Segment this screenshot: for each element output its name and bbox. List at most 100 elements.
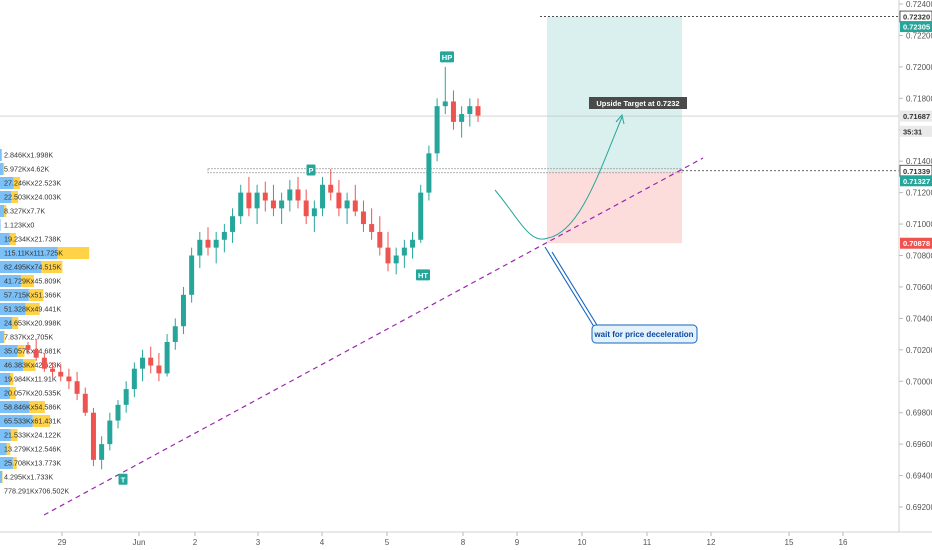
candle-body — [123, 389, 129, 405]
volume-profile-label: 57.715Kx51.366K — [4, 291, 61, 300]
candle-body — [238, 192, 244, 217]
volume-profile-label: 1.123Kx0 — [4, 221, 34, 230]
volume-profile-label: 778.291Kx706.502K — [4, 487, 69, 496]
volume-profile-label: 19.234Kx21.738K — [4, 235, 61, 244]
pivot-label: P — [308, 166, 313, 175]
volume-bar-sell — [29, 401, 45, 413]
time-tick-label: 12 — [707, 538, 716, 547]
candle-body — [33, 349, 39, 358]
time-tick-label: 4 — [320, 538, 325, 547]
target-label-box — [589, 97, 687, 109]
volume-bar-sell — [13, 177, 21, 189]
time-tick-label: 3 — [256, 538, 261, 547]
candle-body — [164, 341, 170, 374]
drawing-lines — [0, 16, 899, 516]
volume-bar-sell — [17, 345, 25, 357]
candle-body — [287, 189, 293, 201]
volume-bar-sell — [41, 261, 63, 273]
time-tick-label: 11 — [643, 538, 652, 547]
position-zones — [547, 16, 682, 244]
callout-pointer — [544, 246, 597, 331]
price-label: 0.70878 — [903, 239, 930, 248]
volume-bar-sell — [12, 457, 17, 469]
price-label: 35:31 — [903, 127, 922, 136]
volume-bar-sell — [2, 163, 5, 175]
candle-body — [25, 345, 31, 350]
volume-bar-buy — [0, 303, 26, 315]
candle-body — [270, 200, 276, 209]
volume-bar-sell — [25, 303, 40, 315]
volume-bar-buy — [0, 289, 29, 301]
volume-bar-buy — [0, 191, 12, 203]
volume-bar-sell — [4, 205, 7, 217]
candle-body — [115, 404, 121, 421]
volume-profile-label: 7.837Kx2.705K — [4, 333, 53, 342]
price-axis[interactable]: 0.724000.722000.720000.718000.716000.714… — [899, 0, 932, 512]
price-label-box — [900, 21, 932, 33]
volume-profile-label: 51.328Kx49.441K — [4, 305, 61, 314]
volume-profile-label: 115.11Kx111.725K — [4, 249, 63, 258]
candle-body — [279, 200, 285, 209]
volume-bar-buy — [0, 261, 42, 273]
time-tick-label: 8 — [461, 538, 466, 547]
candle-body — [401, 247, 407, 256]
candle-body — [262, 192, 268, 201]
candle-body — [442, 101, 448, 107]
time-tick-label: 16 — [839, 538, 848, 547]
volume-profile-label: 27.246Kx22.523K — [4, 179, 61, 188]
price-label: 0.71339 — [903, 167, 930, 176]
price-label: 0.71327 — [903, 177, 930, 186]
projection-curve — [494, 116, 623, 240]
time-tick-label: 9 — [515, 538, 520, 547]
volume-bar-sell — [32, 415, 51, 427]
candle-body — [230, 216, 236, 232]
volume-profile-label: 65.533Kx61.431K — [4, 417, 61, 426]
pivot-label: HP — [442, 53, 452, 62]
time-axis[interactable]: 29 Jun 2 3 4 5 8 9 10 11 12 15 16 — [58, 532, 848, 547]
candle-body — [467, 106, 473, 115]
candle-body — [148, 357, 154, 366]
callout-text: wait for price deceleration — [593, 330, 693, 339]
volume-bar-buy — [0, 149, 2, 161]
candle-body — [140, 357, 146, 369]
target-zone — [547, 16, 682, 171]
volume-profile-label: 20.057Kx20.535K — [4, 389, 61, 398]
pivot-label-box — [416, 269, 430, 281]
candle-body — [295, 189, 301, 201]
volume-profile-label: 25.708Kx13.773K — [4, 459, 61, 468]
time-tick-label: 15 — [785, 538, 794, 547]
time-tick-label: Jun — [133, 538, 146, 547]
candle-body — [197, 239, 203, 256]
candle-body — [328, 184, 334, 193]
stop-zone — [547, 170, 682, 244]
volume-bar-sell — [12, 317, 19, 329]
candle-body — [66, 376, 72, 382]
volume-bar-buy — [0, 457, 13, 469]
pivot-label-box — [306, 164, 316, 176]
volume-profile-label: 5.972Kx4.62K — [4, 165, 49, 174]
candle-body — [377, 231, 383, 248]
candle-body — [74, 381, 80, 394]
volume-bar-sell — [9, 233, 16, 245]
candle-body — [246, 192, 252, 209]
volume-profile: 2.846Kx1.998K 5.972Kx4.62K 27.246Kx22.523K… — [0, 149, 90, 496]
price-label: 0.71687 — [903, 112, 930, 121]
trend-line — [43, 157, 704, 516]
volume-profile-label: 19.984Kx11.91K — [4, 375, 57, 384]
volume-bar-buy — [0, 317, 13, 329]
pivot-label: HT — [418, 271, 428, 280]
volume-bar-buy — [0, 275, 21, 287]
projection-arrow-head — [615, 113, 625, 125]
